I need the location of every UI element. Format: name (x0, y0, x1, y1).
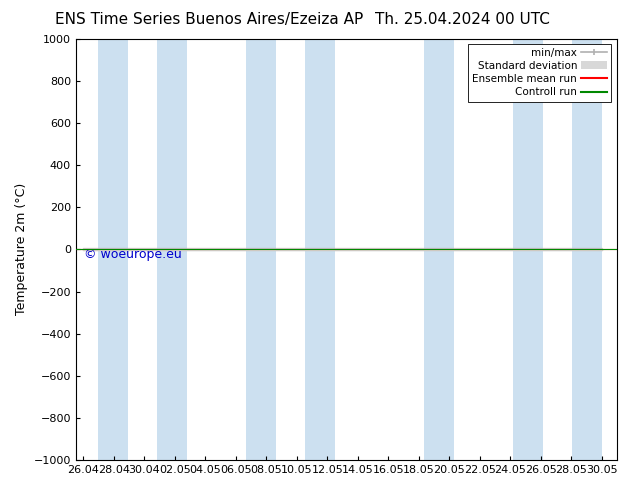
Bar (246, 39, 276, 460)
Text: ENS Time Series Buenos Aires/Ezeiza AP: ENS Time Series Buenos Aires/Ezeiza AP (55, 12, 363, 27)
Bar (573, 39, 602, 460)
Legend: min/max, Standard deviation, Ensemble mean run, Controll run: min/max, Standard deviation, Ensemble me… (468, 44, 611, 101)
Y-axis label: Temperature 2m (°C): Temperature 2m (°C) (15, 183, 28, 316)
Bar (98, 39, 127, 460)
Text: Th. 25.04.2024 00 UTC: Th. 25.04.2024 00 UTC (375, 12, 550, 27)
Text: © woeurope.eu: © woeurope.eu (84, 248, 182, 261)
Bar (424, 39, 454, 460)
Bar (306, 39, 335, 460)
Bar (513, 39, 543, 460)
Bar (157, 39, 187, 460)
